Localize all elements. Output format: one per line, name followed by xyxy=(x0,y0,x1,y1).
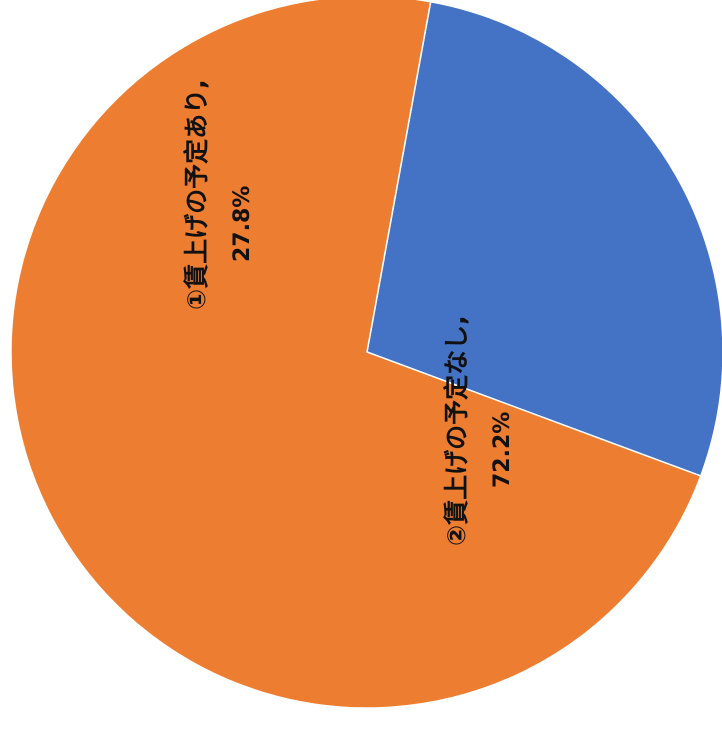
slice-label-1: ①賃上げの予定あり, xyxy=(182,79,211,310)
slice-label-group-1: ①賃上げの予定あり, 27.8% xyxy=(182,79,255,310)
slice-value-label-1: 27.8% xyxy=(230,186,255,262)
pie-slice-1 xyxy=(366,0,722,477)
pie-slices xyxy=(10,0,722,709)
slice-value-label-2: 72.2% xyxy=(490,412,515,488)
slice-label-2: ②賃上げの予定なし, xyxy=(442,315,471,546)
pie-slice-2 xyxy=(10,0,702,709)
slice-label-group-2: ②賃上げの予定なし, 72.2% xyxy=(442,315,515,546)
pie-labels: ①賃上げの予定あり, 27.8% ②賃上げの予定なし, 72.2% xyxy=(182,79,515,546)
